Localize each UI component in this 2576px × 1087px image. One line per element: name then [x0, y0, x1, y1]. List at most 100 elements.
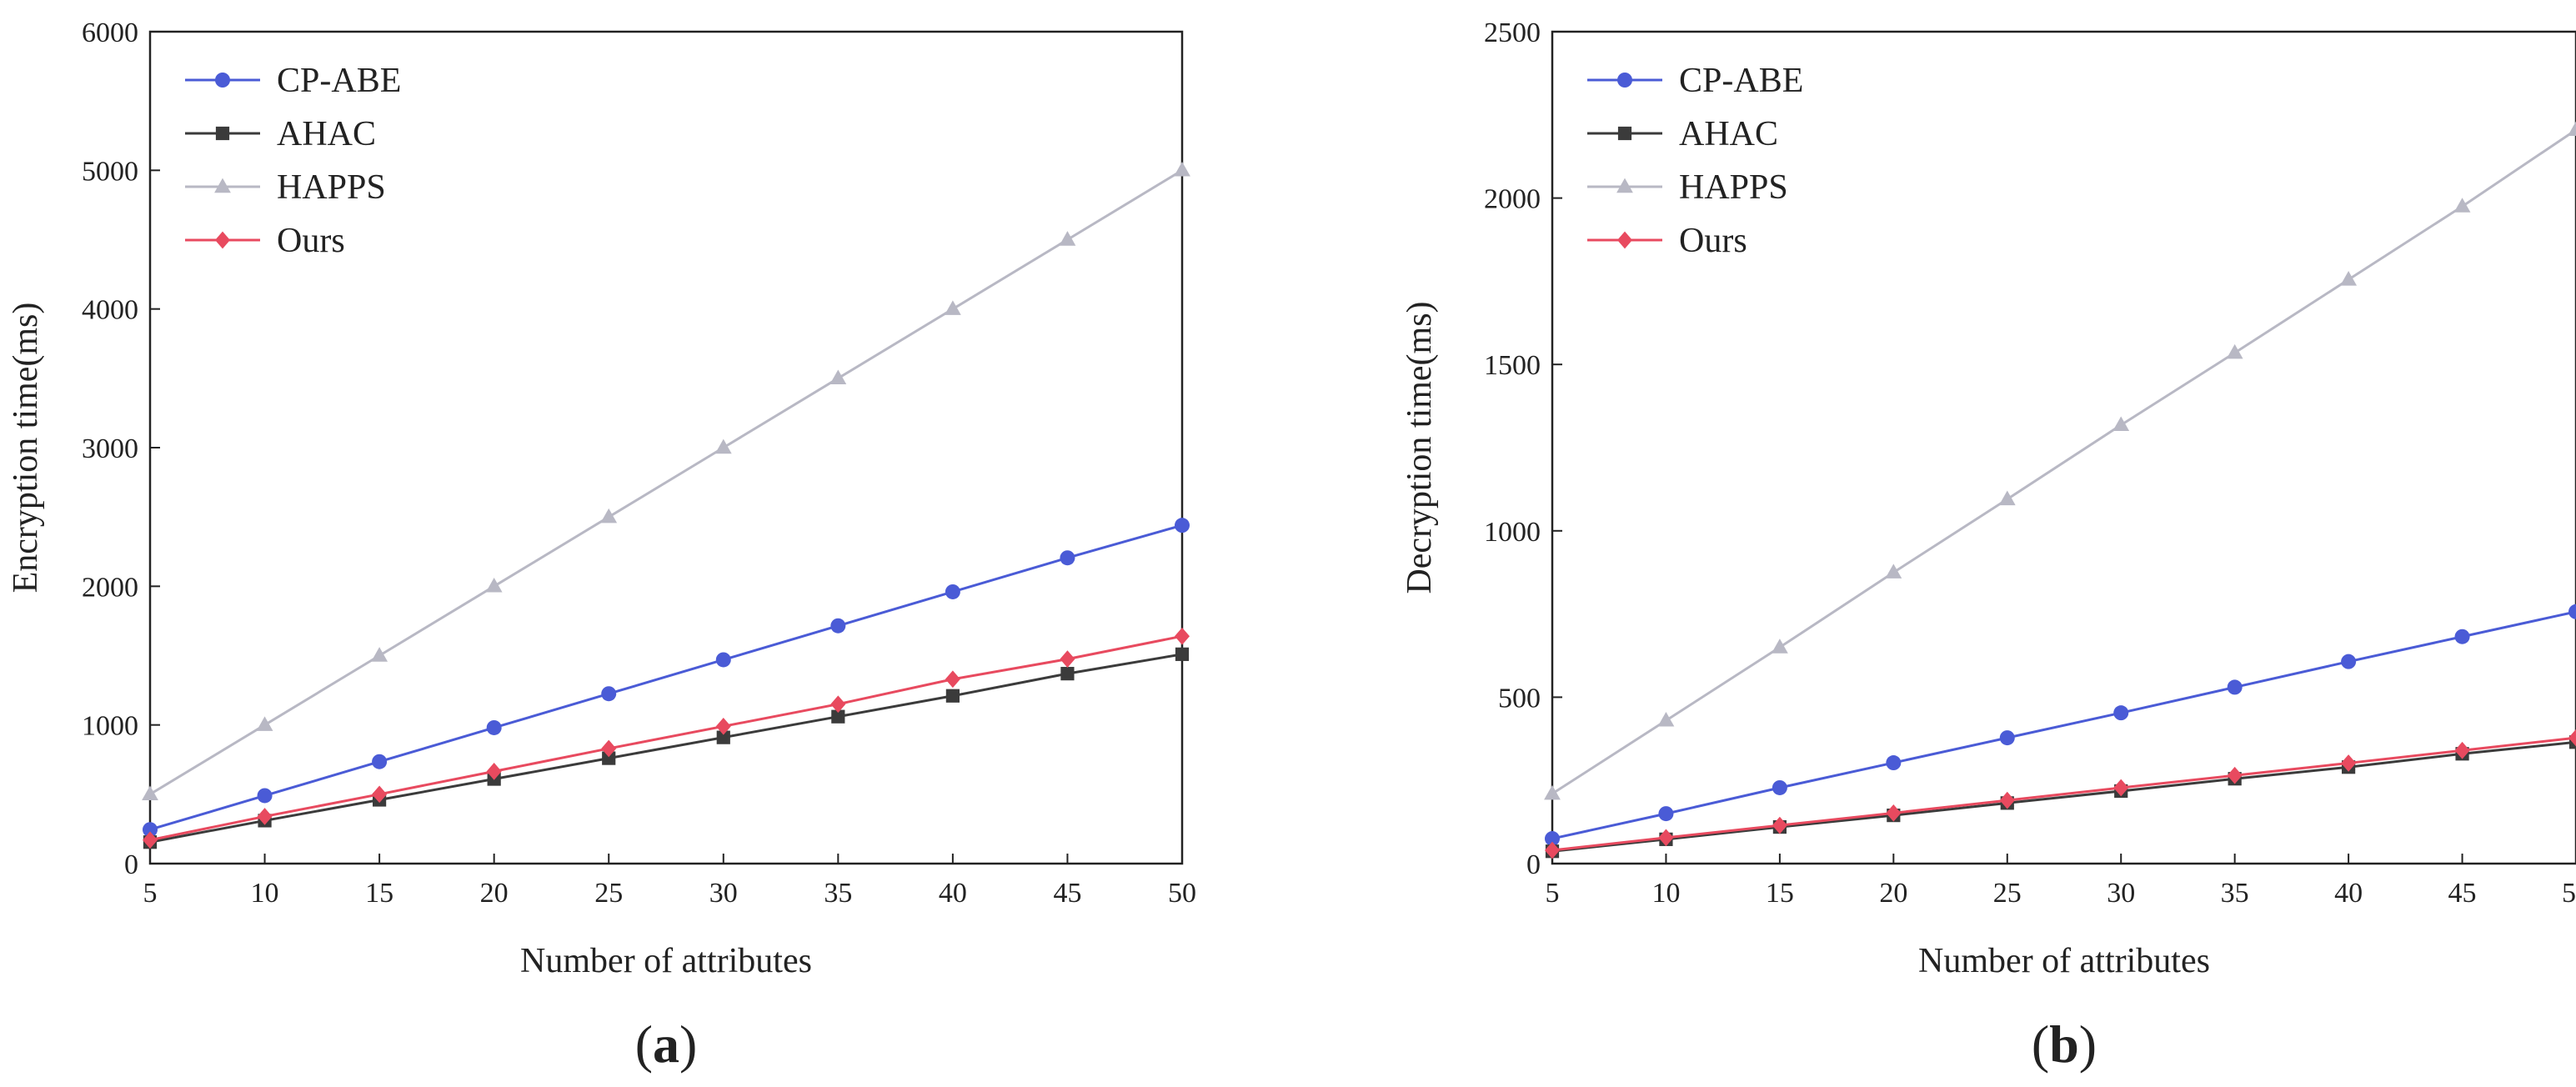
data-point	[2568, 121, 2576, 136]
y-tick-label: 2000	[82, 572, 138, 603]
legend-item: CP-ABE	[1587, 62, 1803, 100]
data-point	[1658, 806, 1674, 822]
series-happs	[142, 161, 1190, 801]
y-axis-title: Decryption time(ms)	[1401, 301, 1439, 594]
data-point	[257, 788, 273, 804]
y-tick-label: 1000	[1484, 517, 1541, 548]
data-point	[2454, 629, 2470, 644]
data-point	[1771, 639, 1788, 654]
data-point	[715, 652, 731, 668]
x-tick-label: 50	[1168, 878, 1196, 909]
data-point	[2113, 705, 2129, 721]
series-line	[149, 634, 1183, 842]
legend-item: AHAC	[185, 115, 376, 153]
series-line	[149, 653, 1183, 844]
legend-item: HAPPS	[185, 168, 386, 207]
data-point	[372, 785, 388, 804]
y-tick-label: 5000	[82, 156, 138, 187]
data-point	[830, 695, 846, 714]
data-point	[2340, 271, 2358, 286]
data-point	[1544, 784, 1561, 800]
panel-label-letter: a	[653, 1014, 679, 1074]
x-tick-label: 10	[1651, 878, 1680, 909]
legend-label: Ours	[277, 222, 345, 260]
series-cp-abe	[143, 518, 1190, 838]
data-point	[2341, 754, 2357, 772]
y-axis-title: Encryption time(ms)	[7, 303, 45, 594]
series-ours	[143, 627, 1190, 849]
data-point	[1545, 841, 1560, 859]
data-point	[486, 719, 502, 735]
data-point	[142, 785, 158, 801]
data-point	[2453, 198, 2471, 213]
data-point	[143, 831, 158, 849]
x-tick-label: 25	[1993, 878, 2022, 909]
data-point	[1999, 730, 2015, 746]
data-point	[2568, 604, 2576, 619]
data-point	[2568, 729, 2576, 747]
x-tick-label: 30	[2107, 878, 2135, 909]
data-point	[143, 822, 158, 838]
data-point	[256, 716, 273, 731]
legend-label: CP-ABE	[277, 62, 401, 100]
data-point	[2227, 679, 2243, 695]
y-tick-label: 1500	[1484, 350, 1541, 381]
data-point	[1886, 804, 1902, 822]
legend-label: AHAC	[1679, 115, 1778, 153]
plot-frame	[1551, 30, 2576, 865]
x-tick-label: 40	[2334, 878, 2363, 909]
y-tick-label: 500	[1498, 683, 1541, 714]
legend-marker	[1617, 231, 1632, 249]
data-point	[2112, 416, 2130, 432]
x-tick-label: 35	[2221, 878, 2249, 909]
data-point	[1060, 667, 1075, 681]
series-line	[1551, 610, 2576, 840]
panel-label-close: )	[2079, 1014, 2097, 1074]
series-line	[149, 169, 1183, 796]
x-tick-label: 10	[251, 878, 279, 909]
data-point	[831, 709, 845, 724]
series-line	[1551, 740, 2576, 853]
legend: CP-ABE AHAC HAPPS Ours	[185, 62, 401, 260]
panel-label-open: (	[635, 1014, 653, 1074]
x-tick-label: 35	[824, 878, 852, 909]
data-point	[1175, 518, 1190, 533]
legend-item: HAPPS	[1587, 168, 1788, 207]
data-point	[371, 647, 388, 662]
series-line	[1551, 736, 2576, 852]
legend-label: HAPPS	[1679, 168, 1788, 207]
data-point	[1060, 650, 1075, 669]
y-tick-label: 1000	[82, 711, 138, 742]
chart-decryption-time: 510152025303540455005001000150020002500N…	[1401, 18, 2576, 1074]
data-point	[1174, 161, 1190, 177]
legend: CP-ABE AHAC HAPPS Ours	[1587, 62, 1803, 260]
y-tick-label: 0	[124, 849, 138, 880]
data-point	[485, 577, 503, 593]
data-point	[2113, 779, 2129, 797]
data-point	[601, 739, 617, 758]
legend-item: Ours	[1587, 222, 1747, 260]
x-tick-label: 15	[1766, 878, 1794, 909]
legend-label: CP-ABE	[1679, 62, 1803, 100]
chart-encryption-time: 5 10 15 20 25 30 35 40 45 50 0 1000 2000 3000 4000 5000…	[7, 18, 1196, 1074]
panel-label: (a)	[635, 1014, 698, 1074]
legend-marker	[215, 231, 230, 249]
data-point	[2227, 766, 2243, 784]
series-line	[149, 523, 1183, 831]
data-point	[486, 763, 502, 780]
data-point	[2226, 343, 2243, 359]
data-point	[1772, 779, 1787, 795]
data-point	[945, 670, 960, 689]
data-point	[1175, 647, 1190, 661]
data-point	[1059, 231, 1076, 246]
legend-label: HAPPS	[277, 168, 386, 207]
x-tick-label: 30	[709, 878, 738, 909]
data-point	[257, 808, 273, 825]
x-tick-label: 45	[1053, 878, 1081, 909]
data-point	[945, 689, 960, 703]
x-axis-title: Number of attributes	[1918, 942, 2210, 980]
data-point	[1886, 755, 1902, 771]
data-point	[1175, 627, 1190, 645]
series-cp-abe	[1545, 604, 2576, 847]
